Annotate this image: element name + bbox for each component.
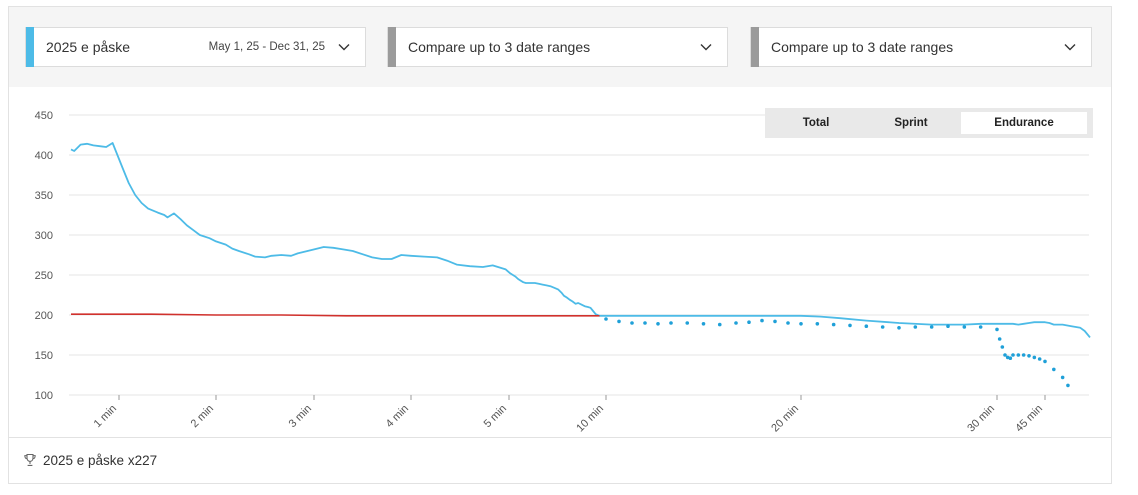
power-curve-card: 2025 e påske May 1, 25 - Dec 31, 25 Comp… xyxy=(8,6,1112,484)
data-point xyxy=(669,321,673,325)
data-point xyxy=(760,318,764,323)
filter-bar: 2025 e påske May 1, 25 - Dec 31, 25 Comp… xyxy=(9,7,1111,87)
data-point xyxy=(701,322,706,326)
data-point xyxy=(995,327,999,332)
series-color-swatch xyxy=(388,27,396,67)
x-tick-label: 3 min xyxy=(287,403,315,431)
y-tick-label: 150 xyxy=(35,350,53,362)
data-point xyxy=(786,321,790,325)
data-point xyxy=(717,322,722,327)
metric-toggle: Total Sprint Endurance xyxy=(765,108,1093,138)
data-point xyxy=(1021,353,1026,357)
compare-range-placeholder: Compare up to 3 date ranges xyxy=(408,39,591,55)
x-tick-label: 45 min xyxy=(1013,403,1045,435)
y-tick-label: 350 xyxy=(35,190,53,202)
data-point xyxy=(864,324,869,328)
data-point xyxy=(1032,355,1037,360)
data-point xyxy=(656,322,660,326)
data-point xyxy=(734,321,738,325)
data-point xyxy=(604,317,608,321)
compare-range-selector-2[interactable]: Compare up to 3 date ranges xyxy=(387,27,728,67)
data-point xyxy=(997,337,1002,341)
series-color-swatch xyxy=(751,27,759,67)
trophy-icon xyxy=(24,453,36,466)
x-tick-label: 30 min xyxy=(965,403,997,435)
x-tick-label: 20 min xyxy=(769,403,801,435)
data-point xyxy=(848,323,852,328)
data-point xyxy=(1027,354,1031,358)
data-point xyxy=(1037,357,1042,361)
data-point xyxy=(799,322,803,326)
data-point xyxy=(643,321,647,325)
data-point xyxy=(1003,353,1007,357)
power-curve-chart: 100 150 200 250 300 350 400 450 1 min 2 min 3 min 4… xyxy=(35,110,1091,435)
data-point xyxy=(962,325,967,329)
y-tick-label: 450 xyxy=(35,110,53,122)
data-point xyxy=(831,322,836,327)
data-point xyxy=(1043,359,1047,364)
data-point xyxy=(978,325,983,329)
x-tick-label: 10 min xyxy=(574,403,606,435)
compare-range-selector-3[interactable]: Compare up to 3 date ranges xyxy=(750,27,1092,67)
chevron-down-icon[interactable] xyxy=(1063,40,1077,54)
x-tick-label: 4 min xyxy=(384,403,412,431)
toggle-endurance[interactable]: Endurance xyxy=(961,112,1087,134)
chevron-down-icon[interactable] xyxy=(337,40,351,54)
data-point xyxy=(897,326,901,330)
y-tick-label: 200 xyxy=(35,310,53,322)
date-range-name: 2025 e påske xyxy=(46,39,131,55)
data-point xyxy=(747,320,751,324)
legend-label: 2025 e påske x227 xyxy=(43,453,158,468)
series-color-swatch xyxy=(26,27,34,67)
data-point xyxy=(685,321,690,325)
y-tick-label: 400 xyxy=(35,150,53,162)
x-tick-label: 5 min xyxy=(482,403,510,431)
x-tick-label: 2 min xyxy=(189,403,217,431)
legend-footer: 2025 e påske x227 xyxy=(9,437,1111,484)
y-tick-label: 300 xyxy=(35,230,53,242)
x-tick-label: 1 min xyxy=(92,403,120,431)
compare-range-placeholder: Compare up to 3 date ranges xyxy=(771,39,954,55)
data-point xyxy=(630,321,634,325)
data-point xyxy=(1060,375,1065,380)
data-point xyxy=(1016,353,1021,357)
data-point xyxy=(880,325,885,329)
series-line xyxy=(70,142,1091,338)
data-point xyxy=(773,319,777,324)
data-point xyxy=(929,325,934,329)
date-range-dates: May 1, 25 - Dec 31, 25 xyxy=(208,41,325,53)
data-point xyxy=(1011,353,1015,357)
chevron-down-icon[interactable] xyxy=(699,40,713,54)
series-line xyxy=(71,313,600,317)
y-tick-label: 250 xyxy=(35,270,53,282)
data-point xyxy=(1052,367,1056,372)
toggle-sprint[interactable]: Sprint xyxy=(894,117,928,129)
data-point xyxy=(617,319,621,324)
toggle-total[interactable]: Total xyxy=(802,117,830,129)
data-point xyxy=(1008,356,1013,361)
data-point xyxy=(946,324,950,328)
date-range-selector-1[interactable]: 2025 e påske May 1, 25 - Dec 31, 25 xyxy=(25,27,366,67)
y-tick-label: 100 xyxy=(35,390,53,402)
data-point xyxy=(1000,345,1005,349)
data-point xyxy=(815,322,820,326)
data-point xyxy=(913,325,918,329)
data-point xyxy=(1066,383,1070,388)
